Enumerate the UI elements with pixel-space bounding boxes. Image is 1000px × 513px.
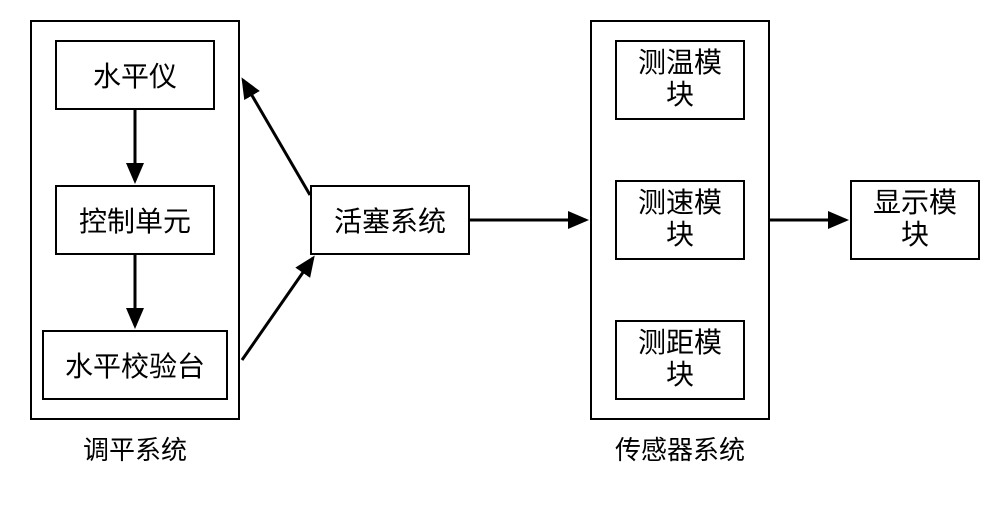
distance-module-label: 测距模块 (638, 328, 722, 392)
diagram-stage: 水平仪 控制单元 水平校验台 活塞系统 测温模块 测速模块 测距模块 显示模块 … (0, 0, 1000, 513)
temperature-module-label: 测温模块 (638, 48, 722, 112)
control-unit-label: 控制单元 (79, 200, 191, 240)
speed-module-box: 测速模块 (615, 180, 745, 260)
edge-piston-to-level (243, 80, 310, 195)
leveling-system-caption: 调平系统 (55, 430, 215, 467)
display-module-box: 显示模块 (850, 180, 980, 260)
control-unit-box: 控制单元 (55, 185, 215, 255)
piston-system-box: 活塞系统 (310, 185, 470, 255)
display-module-label: 显示模块 (873, 188, 957, 252)
level-calibration-platform-box: 水平校验台 (42, 330, 228, 400)
speed-module-label: 测速模块 (638, 188, 722, 252)
piston-system-label: 活塞系统 (334, 200, 446, 240)
level-calibration-platform-label: 水平校验台 (65, 345, 205, 385)
distance-module-box: 测距模块 (615, 320, 745, 400)
level-instrument-label: 水平仪 (93, 55, 177, 95)
temperature-module-box: 测温模块 (615, 40, 745, 120)
edge-calibration-to-piston (242, 258, 313, 360)
level-instrument-box: 水平仪 (55, 40, 215, 110)
sensor-system-caption: 传感器系统 (595, 430, 765, 467)
